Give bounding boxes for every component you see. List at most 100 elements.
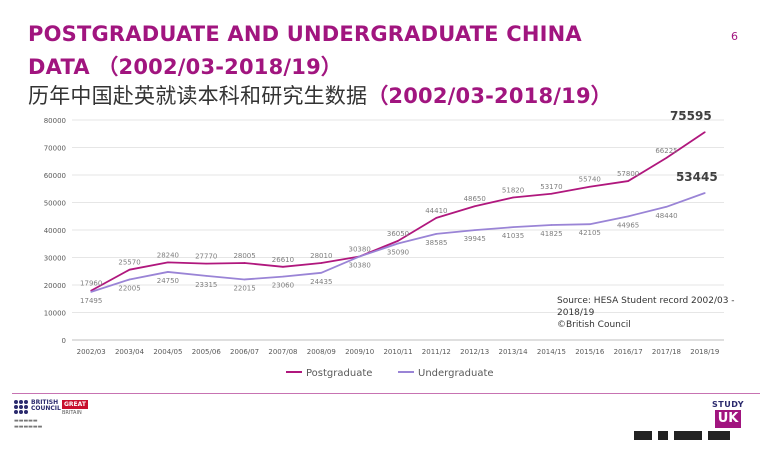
data-label: 48650 [464, 195, 486, 203]
x-tick-label: 2017/18 [652, 348, 681, 356]
series-line-postgraduate [90, 131, 706, 292]
data-point [665, 205, 668, 208]
great-sub: BRITAIN [62, 410, 82, 416]
data-point [282, 266, 284, 268]
x-tick-label: 2002/03 [77, 348, 106, 356]
data-point [320, 272, 323, 274]
data-point [282, 275, 284, 278]
y-tick-label: 30000 [44, 255, 66, 263]
line-chart: 0 10000 20000 30000 40000 50000 60000 70000 8000… [44, 109, 724, 379]
data-point [704, 192, 706, 194]
x-tick-label: 2015/16 [575, 348, 605, 356]
data-point [473, 229, 476, 231]
data-point [550, 192, 553, 195]
y-tick-label: 60000 [44, 172, 66, 180]
data-label: 51820 [502, 186, 524, 194]
study-uk-mark: UK [715, 410, 742, 428]
bc-text-line1: BRITISH [31, 399, 59, 406]
x-tick-label: 2010/11 [383, 348, 412, 356]
data-point [90, 291, 92, 293]
source-line1: Source: HESA Student record 2002/03 - [557, 296, 735, 306]
british-council-dots-icon [14, 400, 28, 414]
british-council-logo: BRITISH COUNCIL [14, 400, 61, 414]
data-label: 53170 [540, 183, 562, 191]
data-label: 25570 [118, 259, 140, 267]
data-label: 44410 [425, 207, 447, 215]
source-line3: ©British Council [557, 320, 631, 330]
data-point [167, 271, 169, 273]
data-label: 28005 [233, 252, 255, 260]
data-point [243, 262, 246, 264]
source-note: Source: HESA Student record 2002/03 - 20… [557, 295, 735, 331]
y-tick-label: 80000 [44, 117, 66, 125]
data-point [205, 275, 208, 277]
data-point [588, 185, 591, 188]
data-label: 39945 [464, 235, 486, 243]
data-point [358, 255, 361, 258]
x-tick-label: 2016/17 [614, 348, 643, 356]
page-title-chinese: 历年中国赴英就读本科和研究生数据（2002/03-2018/19） [28, 80, 612, 110]
data-label: 30380 [349, 261, 371, 269]
x-tick-label: 2003/04 [115, 348, 145, 356]
y-tick-label: 10000 [44, 310, 66, 318]
x-tick-label: 2007/08 [268, 348, 297, 356]
y-tick-label: 70000 [44, 145, 66, 153]
data-point [704, 131, 706, 133]
data-point [627, 215, 629, 218]
data-label: 24750 [157, 277, 179, 285]
data-label: 23315 [195, 281, 217, 289]
data-point [397, 242, 399, 245]
x-tick-label: 2011/12 [422, 348, 451, 356]
corner-fragment-icon [634, 431, 764, 440]
data-label: 27770 [195, 253, 217, 261]
data-point [627, 180, 629, 182]
legend-label: Postgraduate [306, 368, 372, 379]
title-cn-text: 历年中国赴英就读本科和研究生数据 [28, 84, 368, 108]
x-tick-label: 2014/15 [537, 348, 566, 356]
data-point [435, 233, 438, 235]
data-label: 22005 [118, 284, 140, 292]
y-tick-label: 0 [62, 337, 66, 345]
data-label: 36050 [387, 230, 409, 238]
title-cn-range: （2002/03-2018/19） [367, 84, 613, 108]
data-point [243, 278, 246, 281]
bc-text-line2: COUNCIL [31, 405, 61, 412]
legend-label: Undergraduate [418, 368, 494, 379]
data-label: 57800 [617, 170, 639, 178]
y-tick-label: 40000 [44, 227, 66, 235]
data-label: 44965 [617, 221, 639, 229]
data-point [512, 196, 514, 199]
data-point [205, 262, 208, 265]
x-tick-label: 2008/09 [307, 348, 336, 356]
data-label: 28010 [310, 252, 332, 260]
data-point [167, 261, 169, 264]
data-label: 28240 [157, 251, 179, 259]
study-uk-logo: STUDY UK [712, 400, 744, 428]
data-point [512, 226, 514, 228]
data-point [550, 224, 553, 226]
source-line2: 2018/19 [557, 308, 595, 318]
data-label: 55740 [579, 176, 601, 184]
x-tick-label: 2012/13 [460, 348, 489, 356]
y-tick-label: 20000 [44, 282, 66, 290]
y-tick-label: 50000 [44, 200, 66, 208]
data-label: 30380 [349, 245, 371, 253]
data-label: 26610 [272, 256, 294, 264]
data-point [320, 262, 323, 264]
bc-chinese-subtitle-icon: ▬▬▬▬▬ ▬▬▬▬▬▬ [14, 418, 43, 430]
data-label: 35090 [387, 249, 409, 257]
data-label: 75595 [670, 109, 712, 123]
page-number: 6 [731, 30, 738, 43]
x-tick-label: 2013/14 [499, 348, 529, 356]
data-label: 38585 [425, 239, 447, 247]
data-label: 17495 [80, 297, 102, 305]
study-label: STUDY [712, 400, 745, 409]
x-tick-label: 2006/07 [230, 348, 259, 356]
x-tick-label: 2009/10 [345, 348, 374, 356]
data-label: 48440 [655, 212, 677, 220]
data-point [128, 268, 131, 271]
data-point [473, 205, 476, 208]
page-title-line2: DATA （2002/03-2018/19） [28, 55, 343, 79]
data-point [397, 240, 399, 242]
data-label: 66225 [655, 147, 677, 155]
